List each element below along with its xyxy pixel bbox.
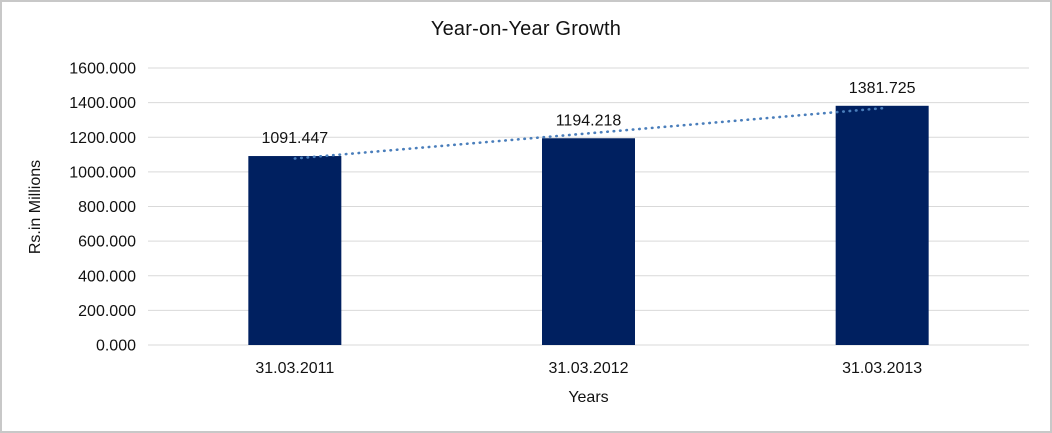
y-tick-label: 800.000 <box>78 199 136 216</box>
x-axis-tick-labels: 31.03.2011 31.03.2012 31.03.2013 <box>255 360 922 377</box>
chart-title: Year-on-Year Growth <box>430 18 622 40</box>
bar <box>835 105 929 346</box>
y-tick-label: 400.000 <box>78 268 136 285</box>
trendline <box>293 106 884 160</box>
y-tick-label: 200.000 <box>78 303 136 320</box>
x-tick-label: 31.03.2013 <box>842 360 922 377</box>
x-tick-label: 31.03.2012 <box>548 360 628 377</box>
x-tick-label: 31.03.2011 <box>255 360 334 377</box>
bar <box>248 156 342 345</box>
y-tick-label: 1600.000 <box>69 61 136 78</box>
trendline-dotted <box>293 106 884 160</box>
bar <box>542 138 635 345</box>
bar-series <box>248 105 929 346</box>
y-tick-label: 600.000 <box>78 234 136 251</box>
bar-data-label: 1091.447 <box>261 130 328 147</box>
y-tick-label: 0.000 <box>96 338 136 355</box>
x-axis-title: Years <box>568 389 609 406</box>
bar-data-label: 1194.218 <box>556 112 622 129</box>
bar-data-labels: 1091.447 1194.218 1381.725 <box>261 80 915 147</box>
y-axis-tick-labels: 0.000 200.000 400.000 600.000 800.000 1000.00… <box>69 61 136 355</box>
y-tick-label: 1200.000 <box>69 130 136 147</box>
y-tick-label: 1400.000 <box>69 95 136 112</box>
bar-data-label: 1381.725 <box>849 80 916 97</box>
y-tick-label: 1000.000 <box>69 164 136 181</box>
y-axis-title: Rs.in Millions <box>27 159 44 255</box>
